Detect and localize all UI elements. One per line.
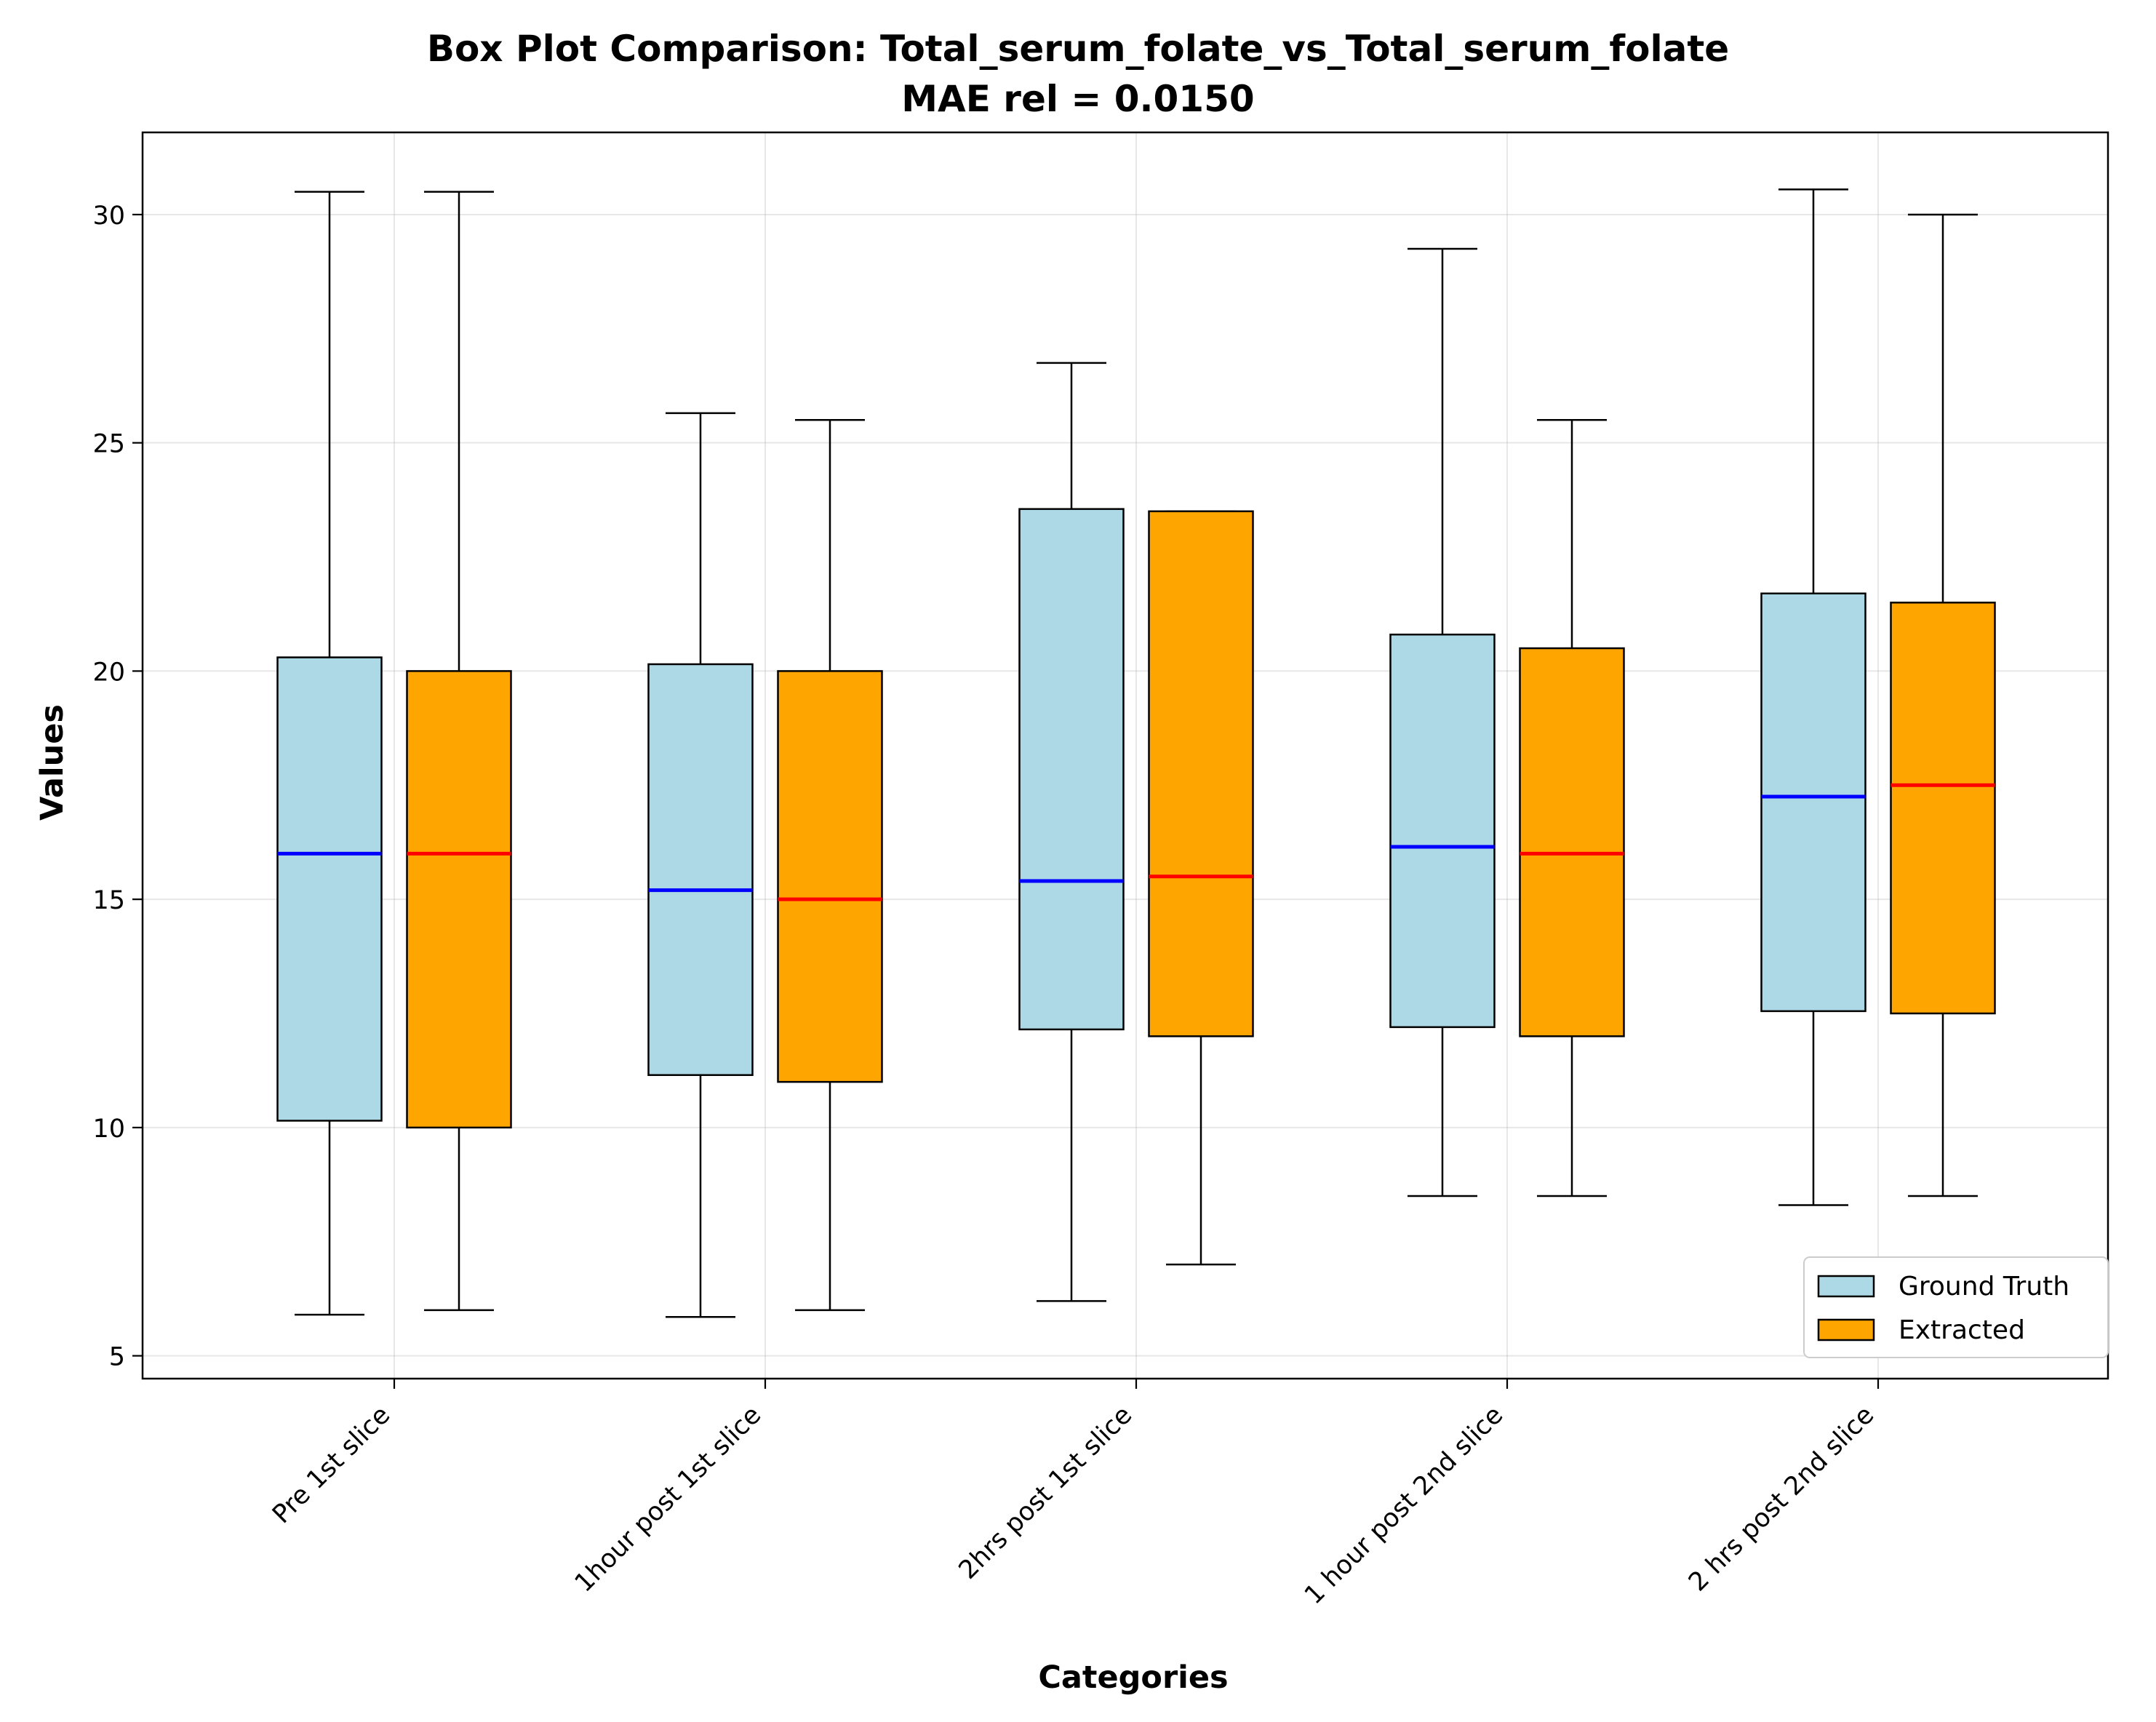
box-ground-truth xyxy=(1389,247,1496,1197)
plot-frame xyxy=(141,131,2109,1380)
iqr-box xyxy=(1389,633,1496,1029)
y-tick-label: 30 xyxy=(92,202,125,231)
legend-label-ground-truth: Ground Truth xyxy=(1899,1272,2069,1302)
iqr-box xyxy=(1760,592,1866,1013)
box-extracted xyxy=(406,191,512,1312)
box-extracted xyxy=(1148,510,1254,1266)
box-ground-truth xyxy=(647,412,754,1318)
iqr-box xyxy=(1519,647,1625,1037)
y-tick-label: 10 xyxy=(92,1115,125,1144)
box-extracted xyxy=(1890,213,1996,1197)
box-ground-truth xyxy=(276,191,383,1316)
legend-swatch-ground-truth xyxy=(1817,1275,1875,1298)
boxes xyxy=(276,188,1996,1318)
y-tick-label: 5 xyxy=(109,1343,125,1372)
chart-title: Box Plot Comparison: Total_serum_folate_… xyxy=(427,28,1729,70)
iqr-box xyxy=(1018,508,1125,1031)
iqr-box xyxy=(276,656,383,1122)
legend-frame xyxy=(1803,1256,2109,1358)
y-tick-label: 25 xyxy=(92,430,125,459)
iqr-box xyxy=(1890,602,1996,1015)
legend-label-extracted: Extracted xyxy=(1899,1315,2025,1345)
box-ground-truth xyxy=(1018,362,1125,1302)
box-extracted xyxy=(1519,419,1625,1197)
iqr-box xyxy=(1148,510,1254,1037)
y-tick-label: 20 xyxy=(92,658,125,687)
iqr-box xyxy=(406,670,512,1129)
iqr-box xyxy=(777,670,883,1083)
box-extracted xyxy=(777,419,883,1312)
y-axis-label: Values xyxy=(34,704,71,821)
y-tick-label: 15 xyxy=(92,886,125,915)
legend-entry-ground-truth: Ground Truth xyxy=(1817,1272,2069,1302)
legend-entry-extracted: Extracted xyxy=(1817,1315,2025,1345)
legend-swatch-extracted xyxy=(1817,1318,1875,1342)
legend: Ground Truth Extracted xyxy=(1803,1256,2109,1358)
iqr-box xyxy=(647,663,754,1076)
chart-subtitle: MAE rel = 0.0150 xyxy=(901,78,1254,120)
x-axis-label: Categories xyxy=(1038,1659,1228,1696)
box-ground-truth xyxy=(1760,188,1866,1206)
